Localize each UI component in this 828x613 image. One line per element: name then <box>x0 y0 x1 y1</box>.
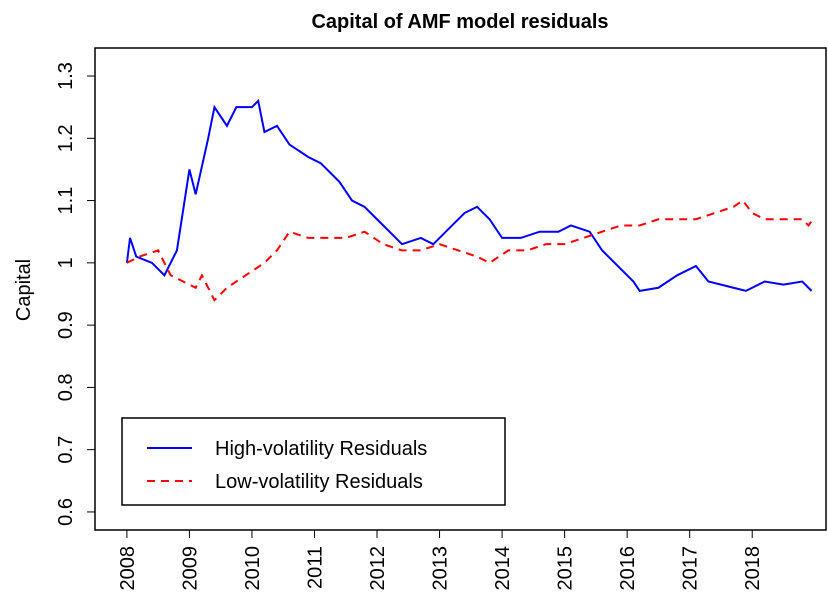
x-tick-label: 2010 <box>242 546 264 591</box>
legend-box <box>121 417 506 506</box>
plot-frame <box>94 47 827 531</box>
y-tick-label: 0.7 <box>55 436 77 464</box>
x-tick-label: 2011 <box>304 546 326 589</box>
legend-label: Low-volatility Residuals <box>215 471 423 493</box>
y-axis-label: Capital <box>13 259 35 321</box>
series-line <box>126 199 814 302</box>
x-tick-label: 2013 <box>430 546 452 591</box>
x-tick-label: 2015 <box>555 546 577 591</box>
legend-label: High-volatility Residuals <box>215 438 427 460</box>
y-tick-label: 0.8 <box>55 373 77 401</box>
y-tick-label: 1.1 <box>55 187 77 215</box>
series-line <box>125 98 813 292</box>
y-tick-label: 1.2 <box>55 124 77 152</box>
y-tick-label: 0.9 <box>55 311 77 339</box>
x-tick-label: 2018 <box>742 546 764 591</box>
y-tick-label: 1.3 <box>55 62 77 90</box>
x-tick-label: 2014 <box>492 546 514 591</box>
y-tick-label: 0.6 <box>55 498 77 526</box>
x-tick-label: 2012 <box>367 546 389 591</box>
x-tick-label: 2017 <box>680 546 702 591</box>
x-tick-label: 2009 <box>179 546 201 591</box>
x-tick-label: 2016 <box>617 546 639 591</box>
y-tick-label: 1 <box>55 257 77 268</box>
chart-title: Capital of AMF model residuals <box>311 11 608 33</box>
x-tick-label: 2008 <box>117 546 139 591</box>
